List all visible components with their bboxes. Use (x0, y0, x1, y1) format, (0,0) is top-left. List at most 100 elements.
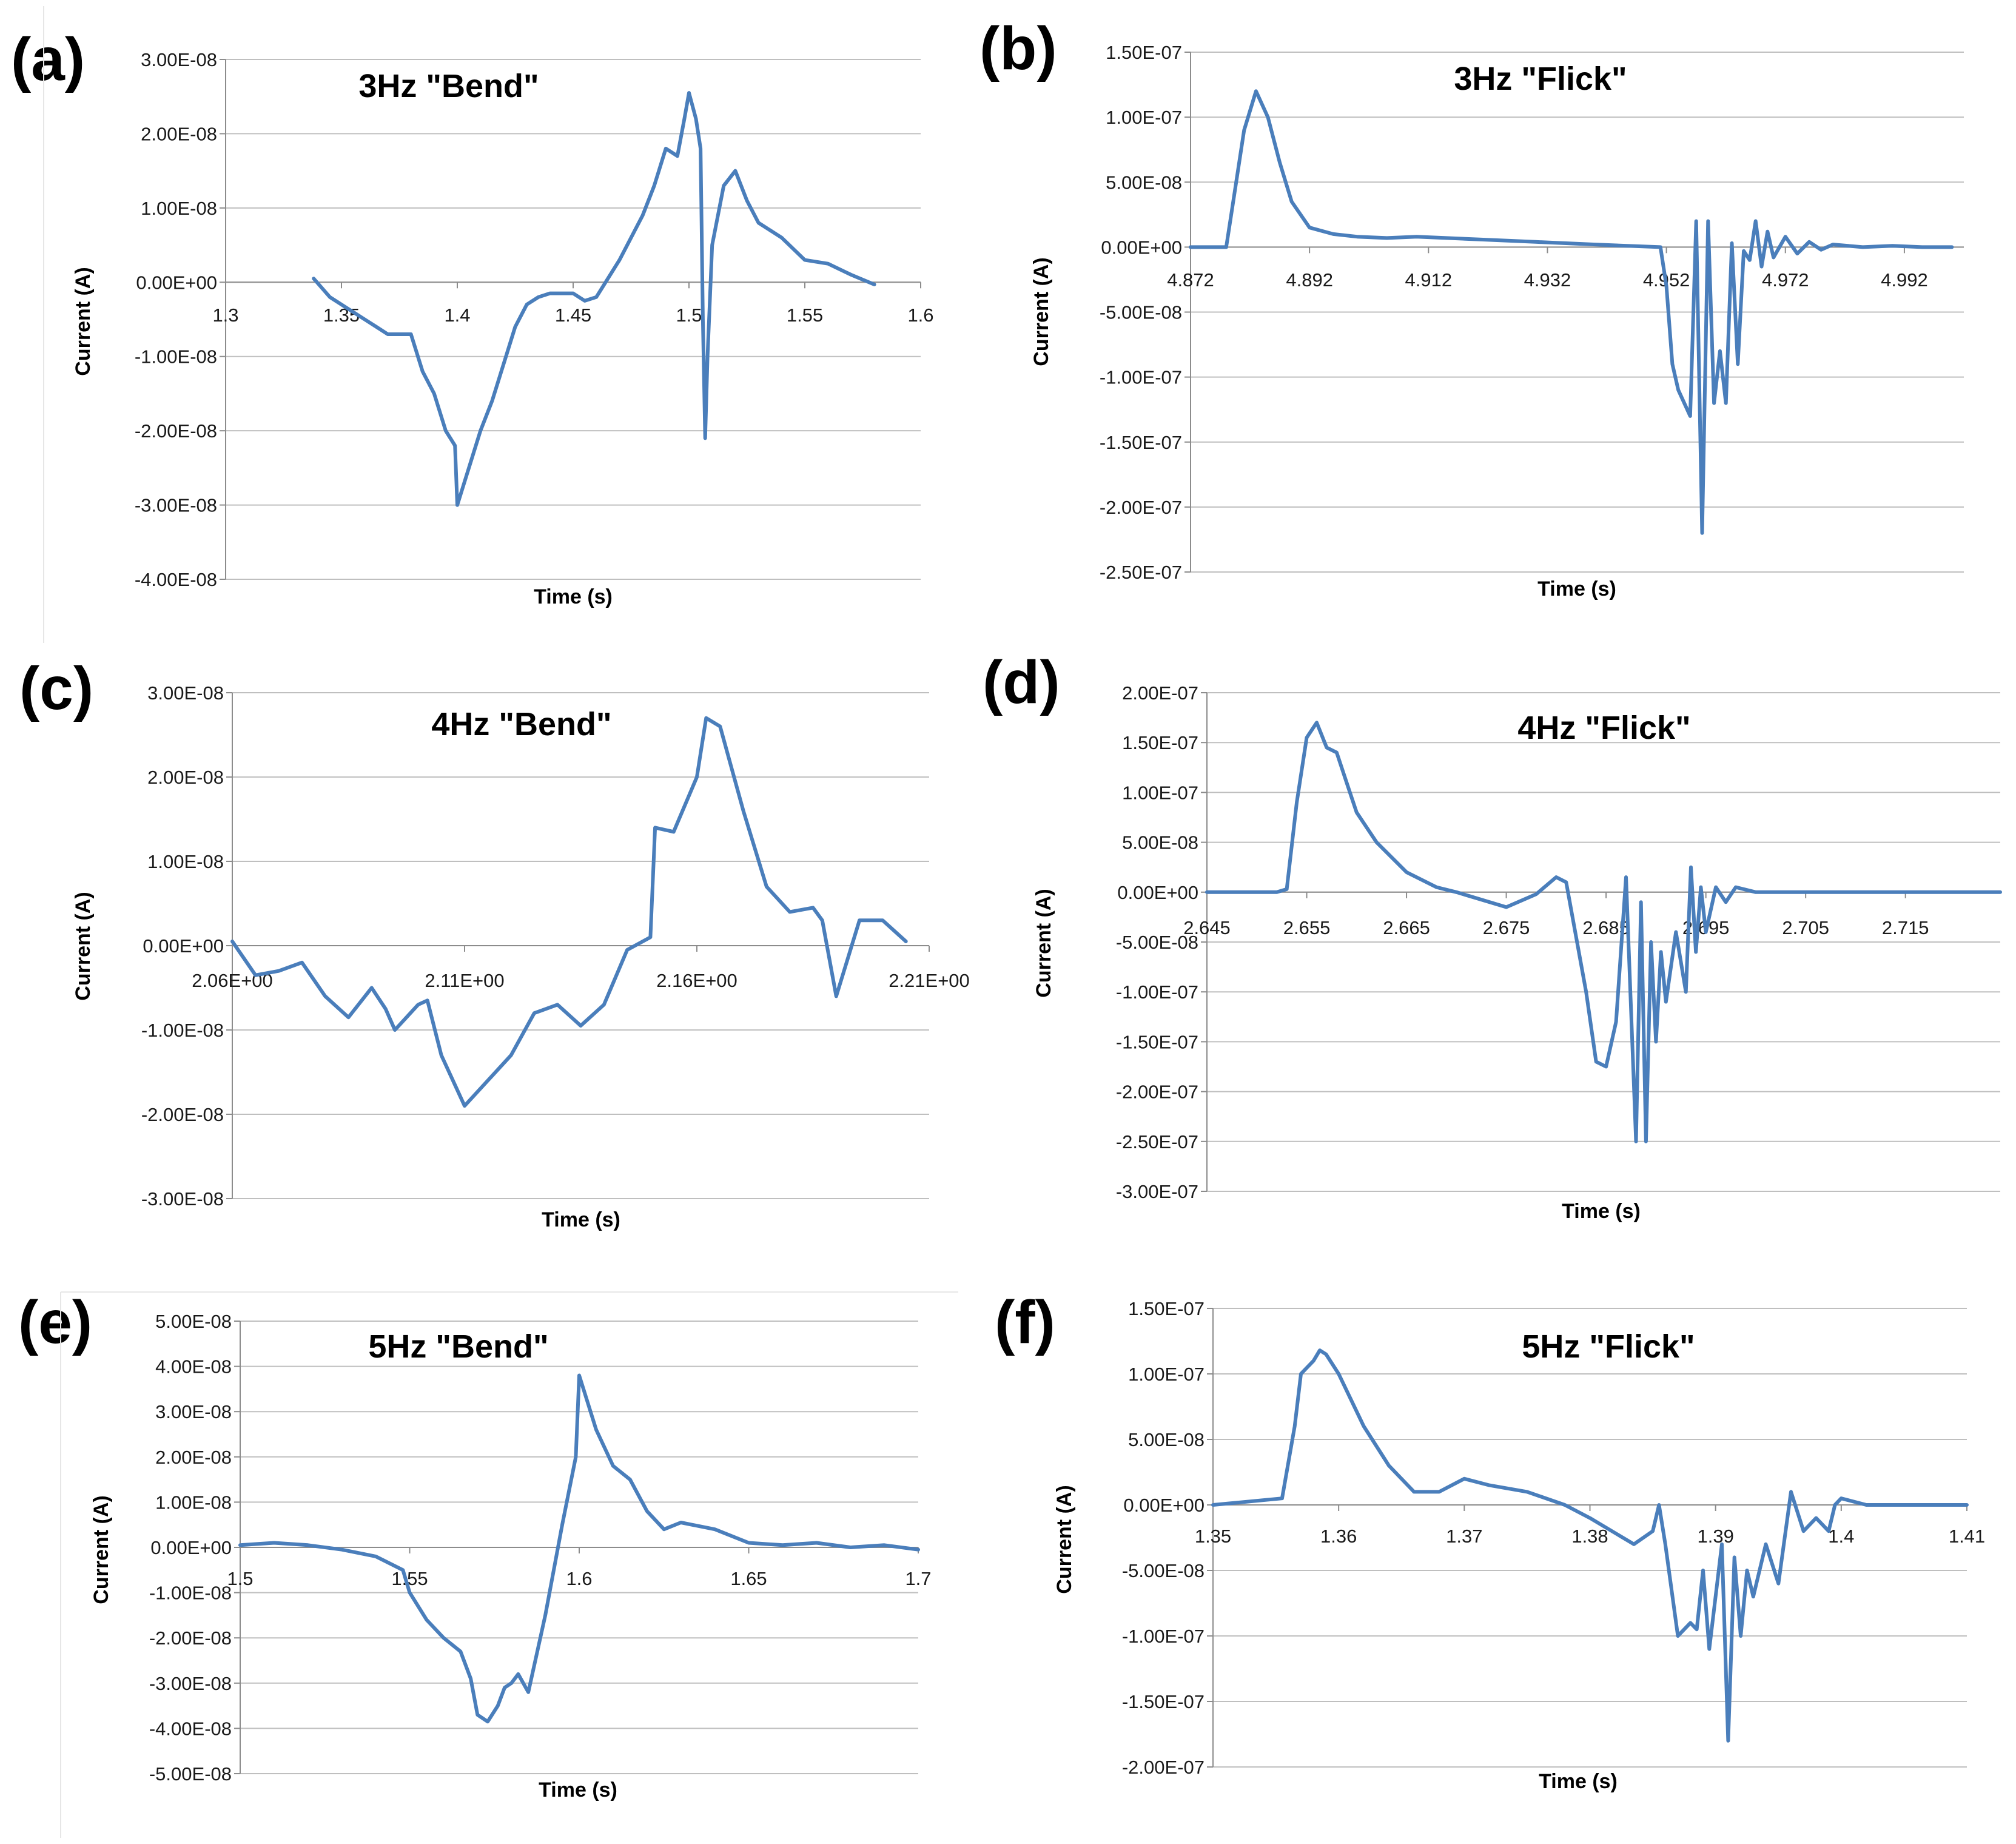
y-tick-label: 0.00E+00 (1117, 882, 1198, 903)
y-tick-label: 4.00E-08 (155, 1356, 232, 1378)
x-tick-label: 1.36 (1320, 1526, 1357, 1547)
y-tick-label: -1.00E-07 (1116, 981, 1198, 1003)
x-tick-label: 2.16E+00 (656, 970, 738, 991)
x-tick-label: 1.3 (212, 305, 238, 326)
y-tick-label: 2.00E-08 (147, 767, 224, 788)
y-axis-title: Current (A) (1030, 257, 1053, 366)
x-axis-title: Time (s) (539, 1778, 617, 1802)
y-axis-title: Current (A) (1053, 1485, 1076, 1593)
x-tick-label: 2.705 (1782, 917, 1829, 938)
y-tick-label: -5.00E-08 (1100, 302, 1182, 323)
x-tick-label: 1.65 (730, 1568, 767, 1589)
y-tick-label: 3.00E-08 (155, 1401, 232, 1422)
y-tick-label: 1.50E-07 (1122, 732, 1198, 753)
chart-title: 5Hz "Bend" (368, 1328, 548, 1365)
series-line-current (238, 1373, 920, 1724)
x-tick-label: 1.37 (1446, 1526, 1482, 1547)
chart-c: 3.00E-08 2.00E-08 1.00E-08 0.00E+00 -1.00E-0… (72, 682, 970, 1231)
x-axis-title: Time (s) (1539, 1770, 1618, 1793)
x-axis-title: Time (s) (542, 1208, 620, 1231)
y-axis-title: Current (A) (72, 892, 95, 1000)
y-tick-label: 5.00E-08 (155, 1311, 232, 1332)
y-tick-label: 0.00E+00 (150, 1537, 232, 1558)
y-tick-label: -1.50E-07 (1122, 1691, 1205, 1712)
x-tick-label: 1.6 (566, 1568, 592, 1589)
x-tick-label: 4.912 (1405, 269, 1453, 291)
x-tick-label: 1.4 (444, 305, 470, 326)
y-tick-label: -3.00E-07 (1116, 1181, 1198, 1202)
x-axis-title: Time (s) (1562, 1200, 1641, 1223)
x-tick-label: 1.5 (227, 1568, 253, 1589)
x-tick-label: 1.45 (555, 305, 591, 326)
y-tick-label: -5.00E-08 (1116, 932, 1198, 953)
y-tick-label: 1.00E-08 (155, 1492, 232, 1513)
y-tick-label: 3.00E-08 (147, 682, 224, 704)
y-axis-title: Current (A) (72, 267, 95, 375)
series-line-current (1205, 721, 2002, 1143)
y-tick-label: 1.00E-08 (147, 851, 224, 872)
y-tick-label: -1.00E-07 (1122, 1626, 1205, 1647)
y-tick-label: 1.50E-07 (1106, 42, 1182, 63)
y-tick-label: -2.50E-07 (1116, 1131, 1198, 1152)
x-tick-label: 1.38 (1571, 1526, 1608, 1547)
x-tick-label: 2.715 (1882, 917, 1929, 938)
y-tick-label: 1.00E-08 (141, 198, 217, 219)
panel-label-e: (e) (18, 1288, 93, 1356)
panel-label-d: (d) (983, 648, 1060, 716)
y-tick-label: -2.00E-08 (135, 420, 217, 442)
series-line-current (230, 716, 908, 1108)
y-tick-label: -1.00E-08 (141, 1020, 224, 1041)
series-line-current (1189, 89, 1954, 535)
y-tick-label: -3.00E-08 (149, 1673, 232, 1694)
series-line-current (1211, 1348, 1969, 1743)
y-tick-label: -2.00E-08 (149, 1627, 232, 1649)
panel-label-c: (c) (19, 654, 94, 722)
y-tick-label: 0.00E+00 (136, 272, 217, 293)
chart-title: 3Hz "Bend" (358, 68, 539, 104)
y-tick-label: -3.00E-08 (135, 495, 217, 516)
chart-title: 4Hz "Bend" (431, 706, 611, 742)
y-tick-label: 0.00E+00 (1101, 237, 1182, 258)
y-tick-label: 5.00E-08 (1122, 832, 1198, 853)
y-tick-label: -1.50E-07 (1116, 1031, 1198, 1052)
y-tick-label: -3.00E-08 (141, 1188, 224, 1210)
chart-title: 5Hz "Flick" (1522, 1328, 1695, 1365)
x-tick-label: 1.41 (1949, 1526, 1985, 1547)
y-tick-label: 3.00E-08 (141, 49, 217, 70)
x-tick-label: 4.872 (1167, 269, 1214, 291)
y-tick-label: 1.00E-07 (1106, 107, 1182, 128)
x-axis-title: Time (s) (1537, 577, 1616, 601)
y-tick-label: -4.00E-08 (135, 569, 217, 590)
x-tick-label: 2.21E+00 (889, 970, 970, 991)
series-line-current (312, 91, 876, 507)
x-tick-label: 2.655 (1283, 917, 1331, 938)
chart-e: 5.00E-08 4.00E-08 3.00E-08 2.00E-08 1.00E-08… (90, 1311, 932, 1802)
x-tick-label: 1.35 (1195, 1526, 1231, 1547)
chart-a: 3.00E-08 2.00E-08 1.00E-08 0.00E+00 -1.00E-0… (72, 49, 934, 608)
y-tick-label: -5.00E-08 (149, 1763, 232, 1785)
panel-label-a: (a) (11, 25, 86, 93)
y-tick-label: 1.00E-07 (1128, 1364, 1205, 1385)
x-tick-label: 1.55 (787, 305, 823, 326)
x-tick-label: 1.35 (323, 305, 360, 326)
y-tick-label: 5.00E-08 (1106, 172, 1182, 193)
x-tick-label: 2.675 (1483, 917, 1530, 938)
y-axis-title: Current (A) (1032, 889, 1055, 997)
x-tick-label: 1.39 (1697, 1526, 1733, 1547)
y-tick-label: -2.00E-08 (141, 1104, 224, 1125)
y-tick-label: 1.50E-07 (1128, 1298, 1205, 1319)
y-tick-label: -4.00E-08 (149, 1718, 232, 1739)
y-tick-label: -2.00E-07 (1122, 1757, 1205, 1778)
y-tick-label: -1.50E-07 (1100, 432, 1182, 453)
x-tick-label: 4.892 (1286, 269, 1333, 291)
x-axis-title: Time (s) (534, 585, 613, 608)
panel-label-b: (b) (979, 15, 1057, 82)
x-tick-label: 1.4 (1828, 1526, 1854, 1547)
x-tick-label: 2.665 (1383, 917, 1430, 938)
y-tick-label: -2.00E-07 (1116, 1082, 1198, 1103)
y-tick-label: -2.00E-07 (1100, 497, 1182, 518)
y-tick-label: -1.00E-07 (1100, 367, 1182, 388)
y-tick-label: 5.00E-08 (1128, 1429, 1205, 1450)
y-tick-label: 2.00E-08 (155, 1447, 232, 1468)
